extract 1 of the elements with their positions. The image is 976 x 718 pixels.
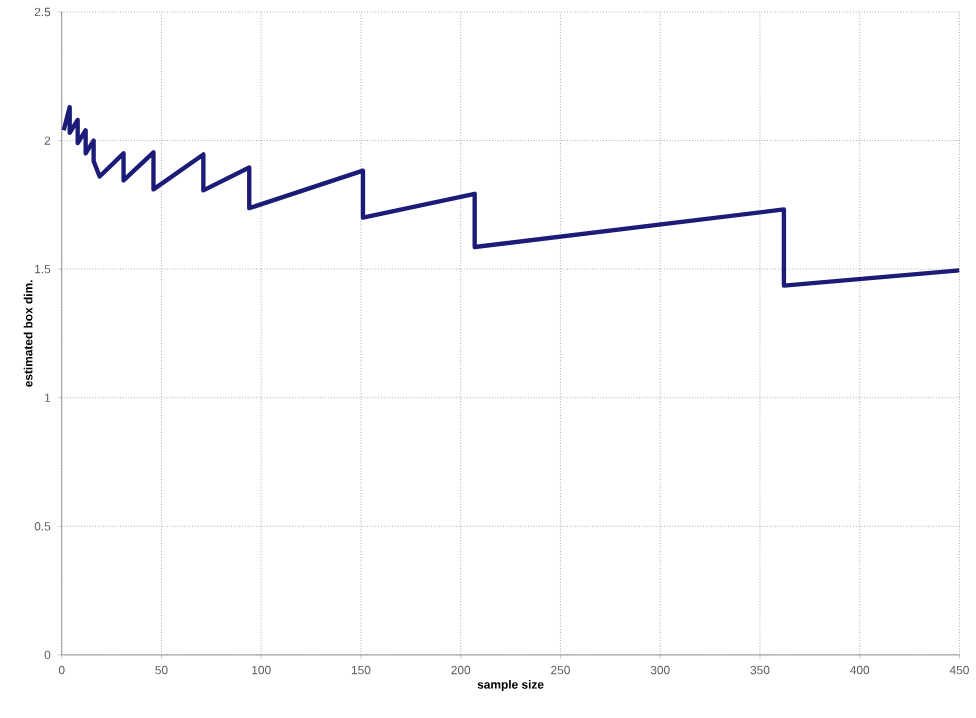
line-series xyxy=(61,104,960,288)
